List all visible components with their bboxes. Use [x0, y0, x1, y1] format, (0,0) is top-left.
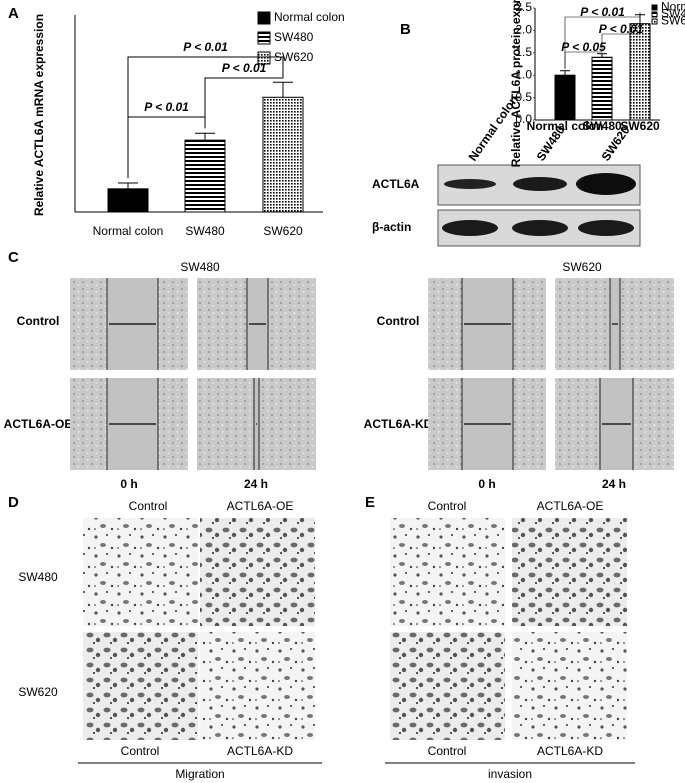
column-label: Control	[428, 744, 467, 758]
significance-bracket	[601, 12, 641, 52]
blot-band	[513, 177, 567, 191]
blot-band	[442, 220, 498, 236]
significance-bracket	[204, 77, 284, 129]
panel-label: C	[8, 249, 19, 266]
x-tick-label: Normal colon	[527, 119, 604, 133]
y-tick-label: 1.0	[515, 67, 532, 81]
legend-swatch	[651, 18, 658, 25]
legend-label: SW480	[661, 7, 685, 21]
bar	[107, 188, 149, 213]
caption: invasion	[488, 767, 532, 781]
y-tick-label: 0.0	[515, 112, 532, 126]
panel-label: A	[8, 5, 19, 22]
significance-label: P < 0.05	[561, 40, 606, 54]
row-label: SW620	[18, 685, 58, 699]
column-label: ACTL6A-KD	[537, 744, 603, 758]
blot-row-label: β-actin	[372, 220, 411, 234]
significance-label: P < 0.01	[599, 22, 644, 36]
column-label: 0 h	[478, 477, 495, 491]
bar	[262, 96, 304, 213]
bar	[629, 23, 651, 121]
significance-label: P < 0.01	[580, 5, 625, 19]
x-tick-label: SW620	[620, 119, 660, 133]
row-label: Control	[377, 314, 420, 328]
y-tick-label: 0.5	[515, 90, 532, 104]
legend-swatch	[257, 31, 271, 45]
row-label: SW480	[18, 570, 58, 584]
column-label: 24 h	[602, 477, 626, 491]
transwell-image	[390, 632, 505, 740]
column-label: 0 h	[120, 477, 137, 491]
row-label: ACTL6A-KD	[364, 417, 433, 431]
transwell-image	[512, 632, 627, 740]
x-tick-label: SW480	[582, 119, 622, 133]
blot-row-label: ACTL6A	[372, 177, 420, 191]
legend-swatch	[257, 11, 271, 25]
transwell-image	[83, 518, 198, 626]
significance-bracket	[564, 12, 641, 69]
panel-label: E	[365, 494, 375, 511]
transwell-image	[390, 518, 505, 626]
bar	[591, 56, 613, 121]
legend-label: SW620	[274, 50, 314, 64]
x-tick-label: SW620	[263, 224, 303, 238]
column-label: ACTL6A-KD	[227, 744, 293, 758]
legend-swatch	[651, 11, 658, 18]
row-label: ACTL6A-OE	[4, 417, 73, 431]
column-label: Control	[428, 499, 467, 513]
y-tick-label: 1.5	[515, 45, 532, 59]
bar	[554, 74, 576, 121]
caption: Migration	[175, 767, 224, 781]
y-tick-label: 2.5	[515, 0, 532, 14]
legend-label: SW620	[661, 14, 685, 28]
blot-band	[578, 220, 634, 236]
legend-label: SW480	[274, 30, 314, 44]
group-title: SW480	[180, 260, 220, 274]
significance-label: P < 0.01	[144, 100, 189, 114]
column-label: Control	[129, 499, 168, 513]
panel-label: B	[400, 21, 411, 38]
x-tick-label: Normal colon	[93, 224, 164, 238]
y-axis-label: Relative ACTL6A protein expression	[509, 0, 523, 167]
significance-label: P < 0.01	[183, 40, 228, 54]
column-label: ACTL6A-OE	[227, 499, 294, 513]
blot-band	[512, 220, 568, 236]
group-title: SW620	[562, 260, 602, 274]
transwell-image	[200, 632, 315, 740]
blot-band	[444, 179, 496, 189]
transwell-image	[200, 518, 315, 626]
y-axis-label: Relative ACTL6A mRNA expression	[32, 14, 46, 216]
transwell-image	[83, 632, 198, 740]
y-tick-label: 2.0	[515, 23, 532, 37]
blot-band	[576, 173, 636, 195]
x-tick-label: SW480	[185, 224, 225, 238]
column-label: Control	[121, 744, 160, 758]
column-label: 24 h	[244, 477, 268, 491]
legend-swatch	[651, 4, 658, 11]
legend-label: Normal colon	[274, 10, 345, 24]
significance-label: P < 0.01	[222, 61, 267, 75]
legend-swatch	[257, 51, 271, 65]
bar	[184, 139, 226, 213]
column-label: ACTL6A-OE	[537, 499, 604, 513]
panel-label: D	[8, 494, 19, 511]
significance-bracket	[127, 56, 284, 179]
transwell-image	[512, 518, 627, 626]
legend-label: Normal colon	[661, 0, 685, 14]
row-label: Control	[17, 314, 60, 328]
